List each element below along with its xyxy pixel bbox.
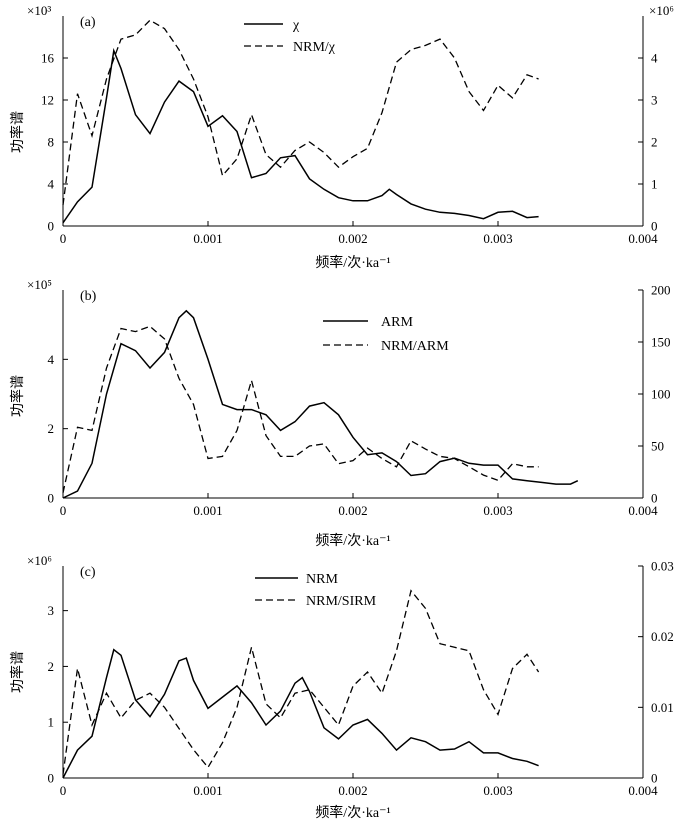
x-tick-label: 0.002 xyxy=(338,783,367,798)
x-tick-label: 0.001 xyxy=(193,503,222,518)
right-y-tick-label: 2 xyxy=(651,135,658,150)
series-line-nrm xyxy=(62,19,539,206)
right-y-tick-label: 0.03 xyxy=(651,559,674,574)
right-y-tick-label: 0.02 xyxy=(651,629,674,644)
x-tick-label: 0 xyxy=(60,783,67,798)
x-tick-label: 0 xyxy=(60,503,67,518)
series-line-nrm-arm xyxy=(62,325,539,493)
left-y-tick-label: 0 xyxy=(48,491,55,506)
left-y-tick-label: 4 xyxy=(48,177,55,192)
y-axis-label: 功率谱 xyxy=(9,651,26,693)
left-y-tick-label: 2 xyxy=(48,659,55,674)
left-y-tick-label: 12 xyxy=(41,93,54,108)
left-scale-label: ×10⁵ xyxy=(27,277,52,292)
panel-label: (b) xyxy=(80,289,97,304)
series-line-arm xyxy=(62,309,579,499)
right-y-tick-label: 200 xyxy=(651,283,671,298)
legend-label-nrm: NRM/χ xyxy=(293,40,336,55)
right-y-tick-label: 3 xyxy=(651,93,658,108)
x-tick-label: 0.004 xyxy=(628,783,658,798)
x-axis-label: 频率/次·ka⁻¹ xyxy=(315,804,390,821)
legend-label-nrm-sirm: NRM/SIRM xyxy=(306,594,377,609)
right-scale-label: ×10⁶ xyxy=(649,3,674,18)
x-tick-label: 0 xyxy=(60,231,67,246)
left-scale-label: ×10³ xyxy=(27,3,51,18)
legend-label-nrm: NRM xyxy=(306,572,338,587)
left-y-tick-label: 0 xyxy=(48,771,55,786)
left-y-tick-label: 8 xyxy=(48,135,55,150)
x-axis-label: 频率/次·ka⁻¹ xyxy=(315,254,390,271)
right-y-tick-label: 0.01 xyxy=(651,700,674,715)
right-y-tick-label: 0 xyxy=(651,771,658,786)
left-scale-label: ×10⁶ xyxy=(27,553,52,568)
left-y-tick-label: 4 xyxy=(48,352,55,367)
series-line-nrm xyxy=(62,648,539,779)
right-y-tick-label: 1 xyxy=(651,177,658,192)
left-y-tick-label: 1 xyxy=(48,715,55,730)
x-tick-label: 0.003 xyxy=(483,503,512,518)
x-axis-label: 频率/次·ka⁻¹ xyxy=(315,532,390,549)
legend-label-chi: χ xyxy=(292,18,300,33)
y-axis-label: 功率谱 xyxy=(9,375,26,417)
x-tick-label: 0.001 xyxy=(193,231,222,246)
panel-b: 0 0.001 0.002 0.003 0.004024050100150200×10⁵… xyxy=(9,277,671,549)
y-axis-label: 功率谱 xyxy=(9,111,26,153)
right-y-tick-label: 150 xyxy=(651,335,671,350)
left-y-tick-label: 0 xyxy=(48,219,55,234)
right-y-tick-label: 50 xyxy=(651,439,664,454)
right-y-tick-label: 0 xyxy=(651,219,658,234)
series-line-chi xyxy=(62,47,539,224)
panel-label: (a) xyxy=(80,15,96,30)
legend-label-nrm-arm: NRM/ARM xyxy=(381,339,449,354)
x-tick-label: 0.004 xyxy=(628,503,658,518)
x-tick-label: 0.002 xyxy=(338,231,367,246)
right-y-tick-label: 0 xyxy=(651,491,658,506)
x-tick-label: 0.002 xyxy=(338,503,367,518)
x-tick-label: 0.003 xyxy=(483,231,512,246)
panel-c: 0 0.001 0.002 0.003 0.004012300.010.020.03×1… xyxy=(9,553,674,821)
series-line-nrm-sirm xyxy=(62,589,540,775)
left-y-tick-label: 16 xyxy=(41,51,55,66)
legend-label-arm: ARM xyxy=(381,315,413,330)
right-y-tick-label: 100 xyxy=(651,387,671,402)
left-y-tick-label: 3 xyxy=(48,603,55,618)
x-tick-label: 0.003 xyxy=(483,783,512,798)
right-y-tick-label: 4 xyxy=(651,51,658,66)
left-y-tick-label: 2 xyxy=(48,421,55,436)
panel-label: (c) xyxy=(80,565,96,580)
x-tick-label: 0.004 xyxy=(628,231,658,246)
x-tick-label: 0.001 xyxy=(193,783,222,798)
